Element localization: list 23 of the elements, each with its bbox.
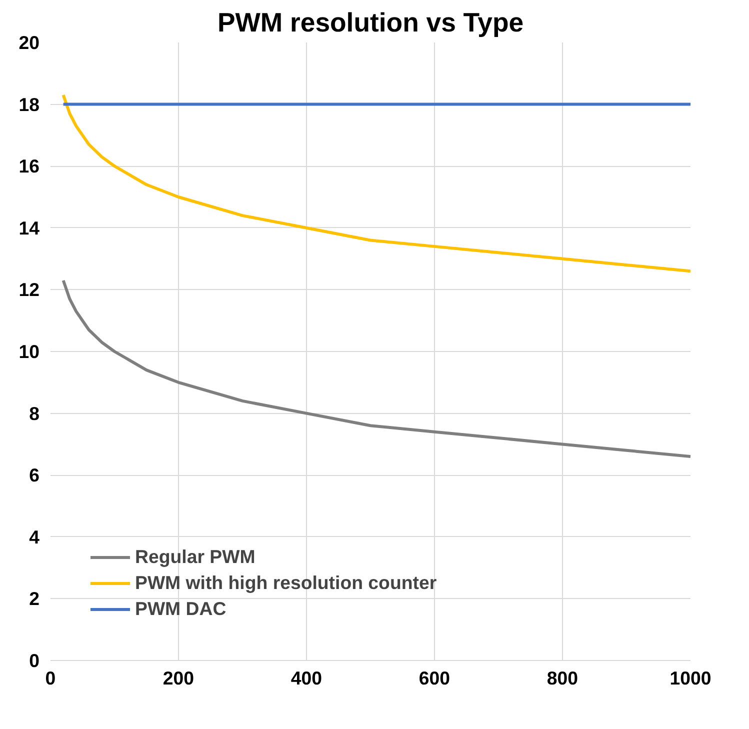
y-tick-label: 12	[18, 279, 40, 300]
y-tick-label: 0	[29, 650, 40, 671]
line-series	[62, 94, 690, 273]
y-tick-label: 14	[18, 217, 40, 238]
y-tick-label: 20	[18, 32, 40, 53]
y-tick-label: 8	[29, 402, 40, 424]
y-tick-label: 18	[18, 94, 40, 115]
legend-label: PWM with high resolution counter	[135, 572, 437, 594]
y-tick-label: 10	[18, 341, 40, 362]
chart-title: PWM resolution vs Type	[217, 8, 524, 38]
y-tick-label: 16	[18, 156, 40, 177]
legend-label: PWM DAC	[135, 598, 226, 620]
line-series	[62, 278, 690, 458]
x-tick-label: 400	[290, 668, 322, 688]
x-tick-label: 200	[162, 668, 194, 688]
y-tick-label: 2	[29, 588, 40, 610]
x-tick-label: 800	[546, 668, 578, 688]
y-tick-label: 4	[29, 526, 40, 548]
x-tick-label: 0	[45, 668, 56, 688]
y-tick-label: 6	[29, 464, 40, 486]
x-tick-label: 1000	[670, 668, 712, 688]
legend-label: Regular PWM	[135, 546, 256, 568]
x-tick-label: 600	[418, 668, 450, 688]
